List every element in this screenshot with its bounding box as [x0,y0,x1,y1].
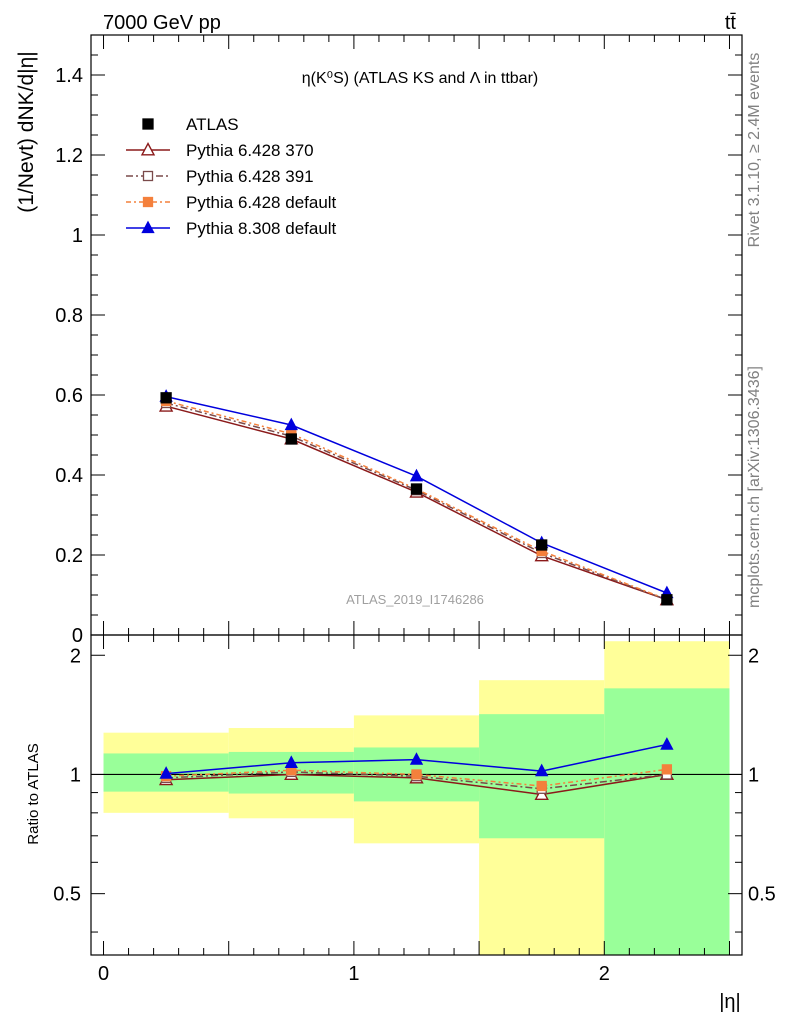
main-y-tick-label: 0.6 [55,385,83,407]
data-point-atlas [160,392,172,404]
main-y-tick-label: 0.2 [55,545,83,567]
data-point-atlas [536,539,548,551]
main-y-label: (1/Nevt) dNK/d|η| [15,51,38,212]
ratio-point-p8 [284,755,298,768]
legend-marker-p8 [141,220,155,234]
data-point-atlas [661,594,673,606]
legend-marker-p391 [142,170,154,182]
header-right: tt̄ [725,12,737,34]
data-point-p8 [409,468,424,482]
header-left: 7000 GeV pp [103,12,221,34]
ratio-y-label: Ratio to ATLAS [25,743,42,844]
data-point-atlas [410,483,423,495]
ratio-point-pdef [411,769,422,780]
analysis-watermark: ATLAS_2019_I1746286 [346,592,484,607]
ratio-y-tick-label: 2 [70,645,81,667]
main-plot: η(K⁰S) (ATLAS KS and Λ in ttbar) (1/Nevt… [15,34,743,647]
main-y-tick-label: 0 [72,625,83,647]
legend-label-pdef: Pythia 6.428 default [186,193,337,212]
legend-label-p370: Pythia 6.428 370 [186,141,314,160]
data-point-atlas [285,433,297,445]
x-axis-label: |η| [719,991,741,1013]
main-y-tick-label: 1.2 [55,145,83,167]
legend-marker-atlas [142,118,154,130]
ratio-point-p8 [660,737,674,750]
ratio-y-tick-label-right: 0.5 [748,884,776,906]
main-title: η(K⁰S) (ATLAS KS and Λ in ttbar) [302,70,538,87]
legend-label-p8: Pythia 8.308 default [186,219,337,238]
ratio-y-tick-label-right: 1 [748,764,759,786]
main-y-tick-label: 1.4 [55,65,83,87]
series-line-pdef [165,400,668,601]
ratio-y-tick-label: 1 [70,764,81,786]
legend-marker-p370 [140,142,156,156]
ratio-point-p8 [409,752,424,765]
uncertainty-band-inner [604,688,730,955]
main-y-tick-label: 1 [72,225,83,247]
x-tick-label: 0 [98,963,109,985]
ratio-point-p8 [159,766,173,779]
ratio-point-pdef [661,764,673,775]
legend-label-atlas: ATLAS [186,115,239,134]
uncertainty-band-inner [479,714,605,839]
ratio-point-p8 [535,763,549,777]
ratio-point-pdef [536,780,547,792]
ratio-y-tick-label: 0.5 [53,884,81,906]
main-y-tick-label: 0.4 [55,465,83,487]
ratio-plot: Ratio to ATLAS |η| 0.5 0.5 1 1 2 2 0 1 2 [25,634,776,1013]
mcplots-label: mcplots.cern.ch [arXiv:1306.3436] [746,366,763,608]
ratio-y-tick-label-right: 2 [748,645,759,667]
legend-marker-pdef [142,196,154,208]
legend-label-p391: Pythia 6.428 391 [186,167,314,186]
data-point-p8 [284,417,298,431]
x-tick-label: 1 [348,963,359,985]
rivet-label: Rivet 3.1.10, ≥ 2.4M events [746,53,763,248]
ratio-frame [90,634,743,956]
main-y-tick-label: 0.8 [55,305,83,327]
x-tick-label: 2 [599,963,610,985]
